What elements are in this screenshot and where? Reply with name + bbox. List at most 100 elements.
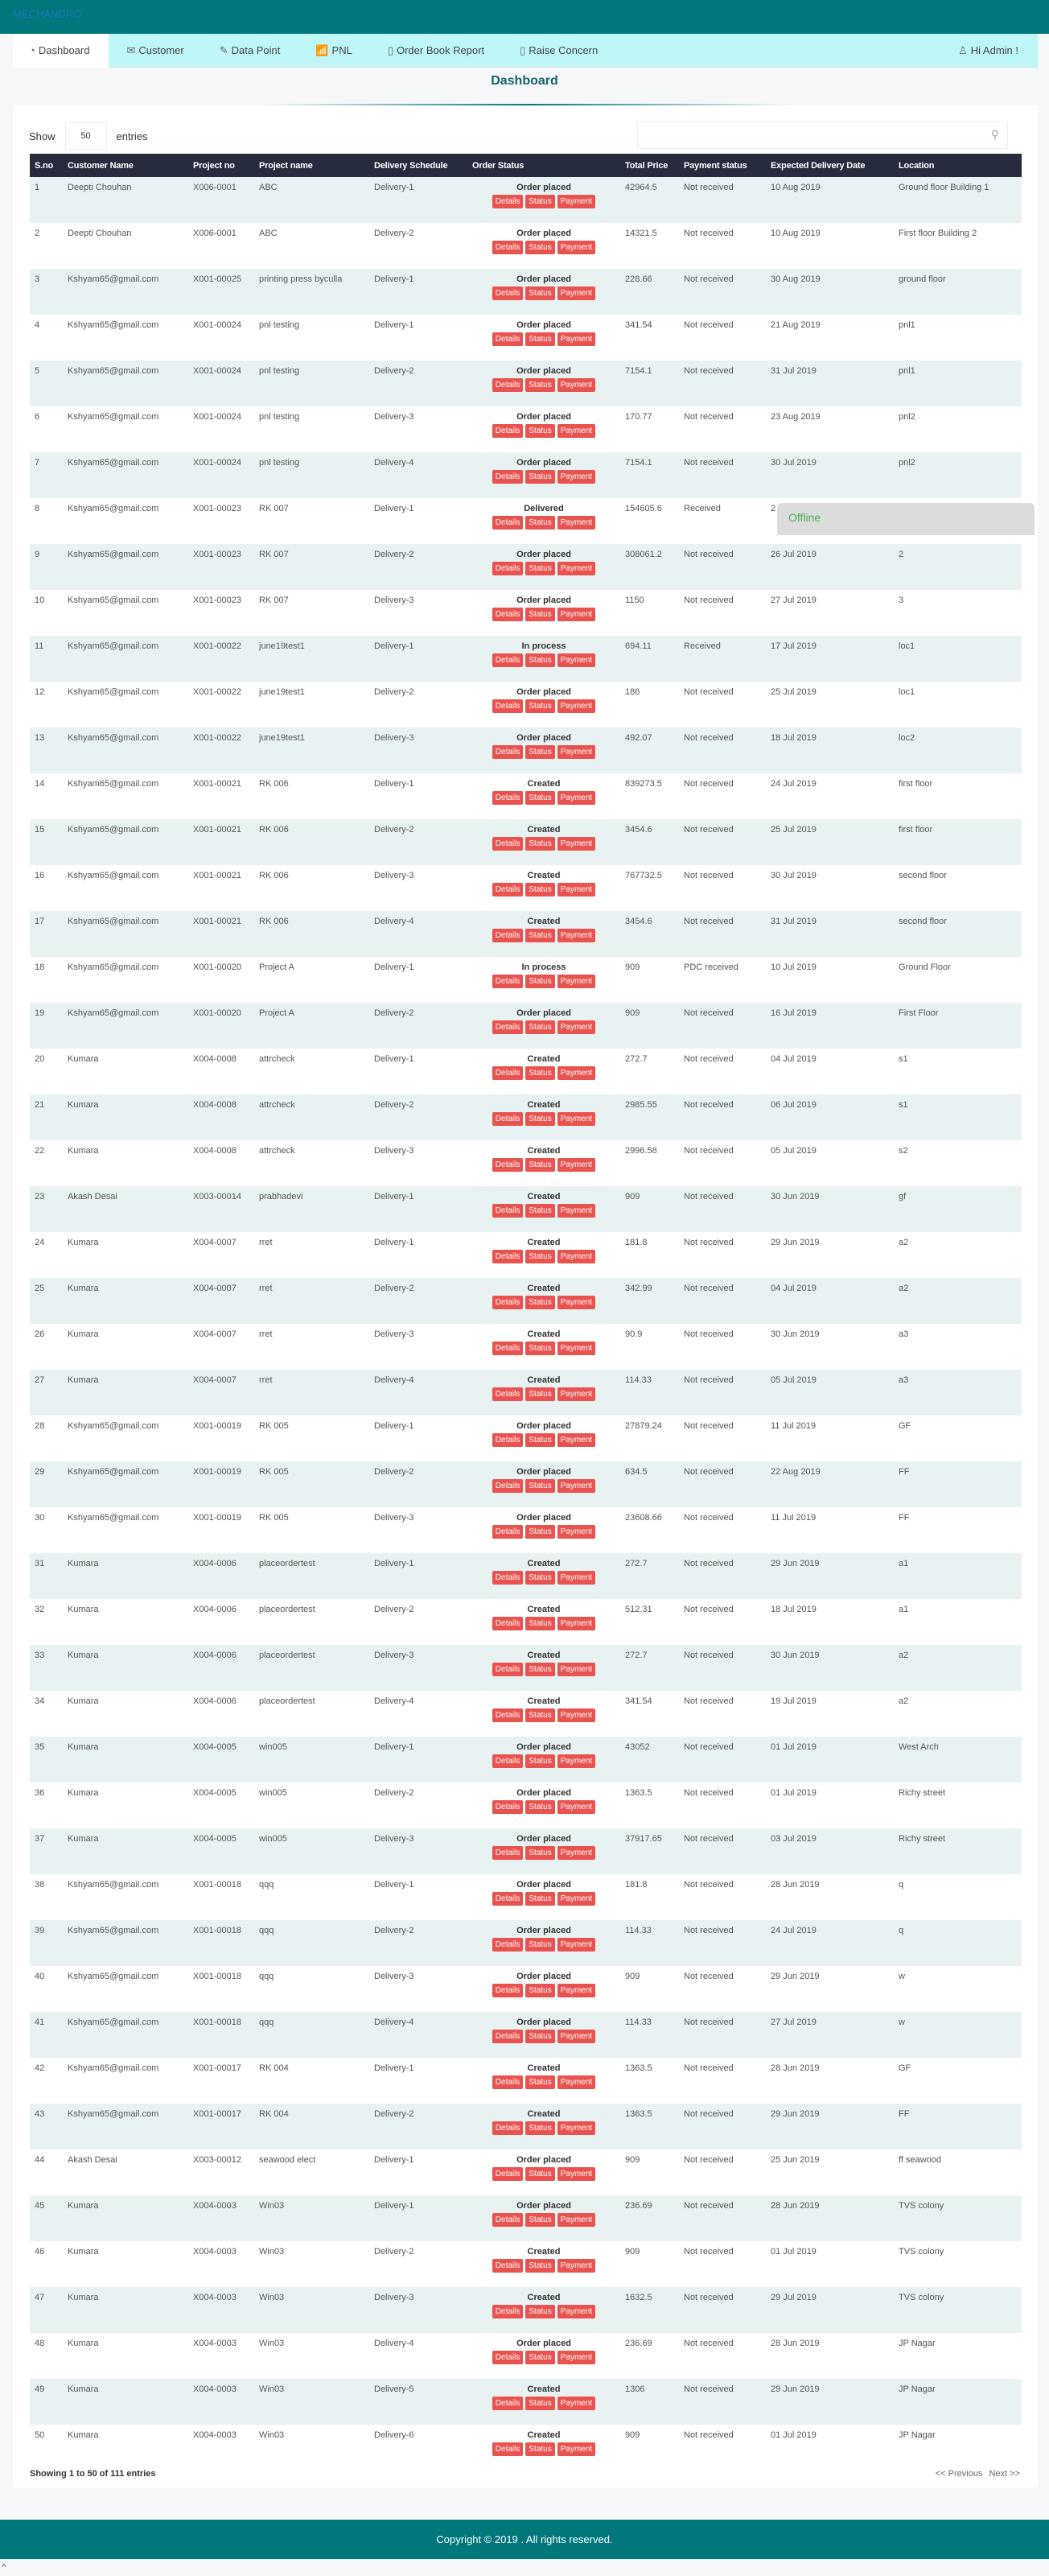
status-button[interactable]: Status	[525, 2442, 555, 2456]
details-button[interactable]: Details	[492, 1984, 524, 1997]
details-button[interactable]: Details	[492, 286, 524, 300]
status-button[interactable]: Status	[525, 2397, 555, 2410]
details-button[interactable]: Details	[492, 1479, 524, 1493]
payment-button[interactable]: Payment	[557, 1066, 596, 1080]
status-button[interactable]: Status	[525, 2213, 555, 2227]
status-button[interactable]: Status	[525, 1571, 555, 1585]
payment-button[interactable]: Payment	[557, 2442, 596, 2456]
details-button[interactable]: Details	[492, 241, 524, 254]
details-button[interactable]: Details	[492, 2030, 524, 2043]
payment-button[interactable]: Payment	[557, 883, 596, 896]
status-button[interactable]: Status	[525, 1617, 555, 1630]
payment-button[interactable]: Payment	[557, 1708, 596, 1722]
column-header[interactable]: Customer Name	[63, 154, 188, 177]
details-button[interactable]: Details	[492, 1342, 524, 1355]
details-button[interactable]: Details	[492, 1754, 524, 1768]
status-button[interactable]: Status	[525, 837, 555, 851]
details-button[interactable]: Details	[492, 837, 524, 851]
status-button[interactable]: Status	[525, 2167, 555, 2181]
payment-button[interactable]: Payment	[557, 195, 596, 208]
details-button[interactable]: Details	[492, 1663, 524, 1676]
search-icon[interactable]: ⚲	[990, 128, 999, 141]
status-button[interactable]: Status	[525, 1204, 555, 1218]
payment-button[interactable]: Payment	[557, 2305, 596, 2318]
status-button[interactable]: Status	[525, 1296, 555, 1309]
payment-button[interactable]: Payment	[557, 1250, 596, 1263]
details-button[interactable]: Details	[492, 1020, 524, 1034]
status-button[interactable]: Status	[525, 1020, 555, 1034]
details-button[interactable]: Details	[492, 2442, 524, 2456]
details-button[interactable]: Details	[492, 562, 524, 575]
details-button[interactable]: Details	[492, 1708, 524, 1722]
payment-button[interactable]: Payment	[557, 837, 596, 851]
payment-button[interactable]: Payment	[557, 2030, 596, 2043]
status-button[interactable]: Status	[525, 1846, 555, 1860]
payment-button[interactable]: Payment	[557, 653, 596, 667]
details-button[interactable]: Details	[492, 2167, 524, 2181]
payment-button[interactable]: Payment	[557, 929, 596, 942]
status-button[interactable]: Status	[525, 1984, 555, 1997]
details-button[interactable]: Details	[492, 424, 524, 438]
payment-button[interactable]: Payment	[557, 241, 596, 254]
status-button[interactable]: Status	[525, 1342, 555, 1355]
payment-button[interactable]: Payment	[557, 791, 596, 805]
scroll-to-top-button[interactable]: ^	[2, 2562, 6, 2573]
column-header[interactable]: Location	[894, 154, 1022, 177]
column-header[interactable]: Project no	[188, 154, 254, 177]
status-button[interactable]: Status	[525, 1250, 555, 1263]
status-button[interactable]: Status	[525, 241, 555, 254]
next-button[interactable]: Next >>	[989, 2469, 1020, 2479]
details-button[interactable]: Details	[492, 1800, 524, 1814]
status-button[interactable]: Status	[525, 745, 555, 759]
status-button[interactable]: Status	[525, 2121, 555, 2135]
payment-button[interactable]: Payment	[557, 1754, 596, 1768]
status-button[interactable]: Status	[525, 1892, 555, 1906]
payment-button[interactable]: Payment	[557, 1433, 596, 1447]
details-button[interactable]: Details	[492, 1571, 524, 1585]
column-header[interactable]: Expected Delivery Date	[766, 154, 894, 177]
nav-item-pnl[interactable]: 📶 PNL	[298, 34, 369, 68]
details-button[interactable]: Details	[492, 332, 524, 346]
details-button[interactable]: Details	[492, 1846, 524, 1860]
column-header[interactable]: S.no	[30, 154, 63, 177]
payment-button[interactable]: Payment	[557, 2075, 596, 2089]
payment-button[interactable]: Payment	[557, 1800, 596, 1814]
payment-button[interactable]: Payment	[557, 1846, 596, 1860]
payment-button[interactable]: Payment	[557, 1938, 596, 1952]
status-button[interactable]: Status	[525, 562, 555, 575]
details-button[interactable]: Details	[492, 1296, 524, 1309]
user-menu[interactable]: ♙ Hi Admin !	[940, 34, 1038, 68]
status-button[interactable]: Status	[525, 2259, 555, 2273]
details-button[interactable]: Details	[492, 1525, 524, 1539]
status-button[interactable]: Status	[525, 2075, 555, 2089]
payment-button[interactable]: Payment	[557, 516, 596, 530]
details-button[interactable]: Details	[492, 1617, 524, 1630]
details-button[interactable]: Details	[492, 1158, 524, 1172]
status-button[interactable]: Status	[525, 929, 555, 942]
details-button[interactable]: Details	[492, 2305, 524, 2318]
column-header[interactable]: Delivery Schedule	[369, 154, 467, 177]
status-button[interactable]: Status	[525, 653, 555, 667]
payment-button[interactable]: Payment	[557, 2351, 596, 2364]
details-button[interactable]: Details	[492, 929, 524, 942]
details-button[interactable]: Details	[492, 516, 524, 530]
status-button[interactable]: Status	[525, 1479, 555, 1493]
payment-button[interactable]: Payment	[557, 1112, 596, 1126]
status-button[interactable]: Status	[525, 1708, 555, 1722]
brand-logo[interactable]: MECHANDRO	[13, 8, 82, 20]
status-button[interactable]: Status	[525, 975, 555, 988]
column-header[interactable]: Total Price	[620, 154, 679, 177]
details-button[interactable]: Details	[492, 378, 524, 392]
payment-button[interactable]: Payment	[557, 1479, 596, 1493]
nav-item-raise-concern[interactable]: ▯ Raise Concern	[502, 34, 615, 68]
details-button[interactable]: Details	[492, 2397, 524, 2410]
payment-button[interactable]: Payment	[557, 2397, 596, 2410]
status-button[interactable]: Status	[525, 1387, 555, 1401]
details-button[interactable]: Details	[492, 608, 524, 621]
status-button[interactable]: Status	[525, 1663, 555, 1676]
details-button[interactable]: Details	[492, 1387, 524, 1401]
status-button[interactable]: Status	[525, 2030, 555, 2043]
status-button[interactable]: Status	[525, 516, 555, 530]
payment-button[interactable]: Payment	[557, 378, 596, 392]
details-button[interactable]: Details	[492, 975, 524, 988]
